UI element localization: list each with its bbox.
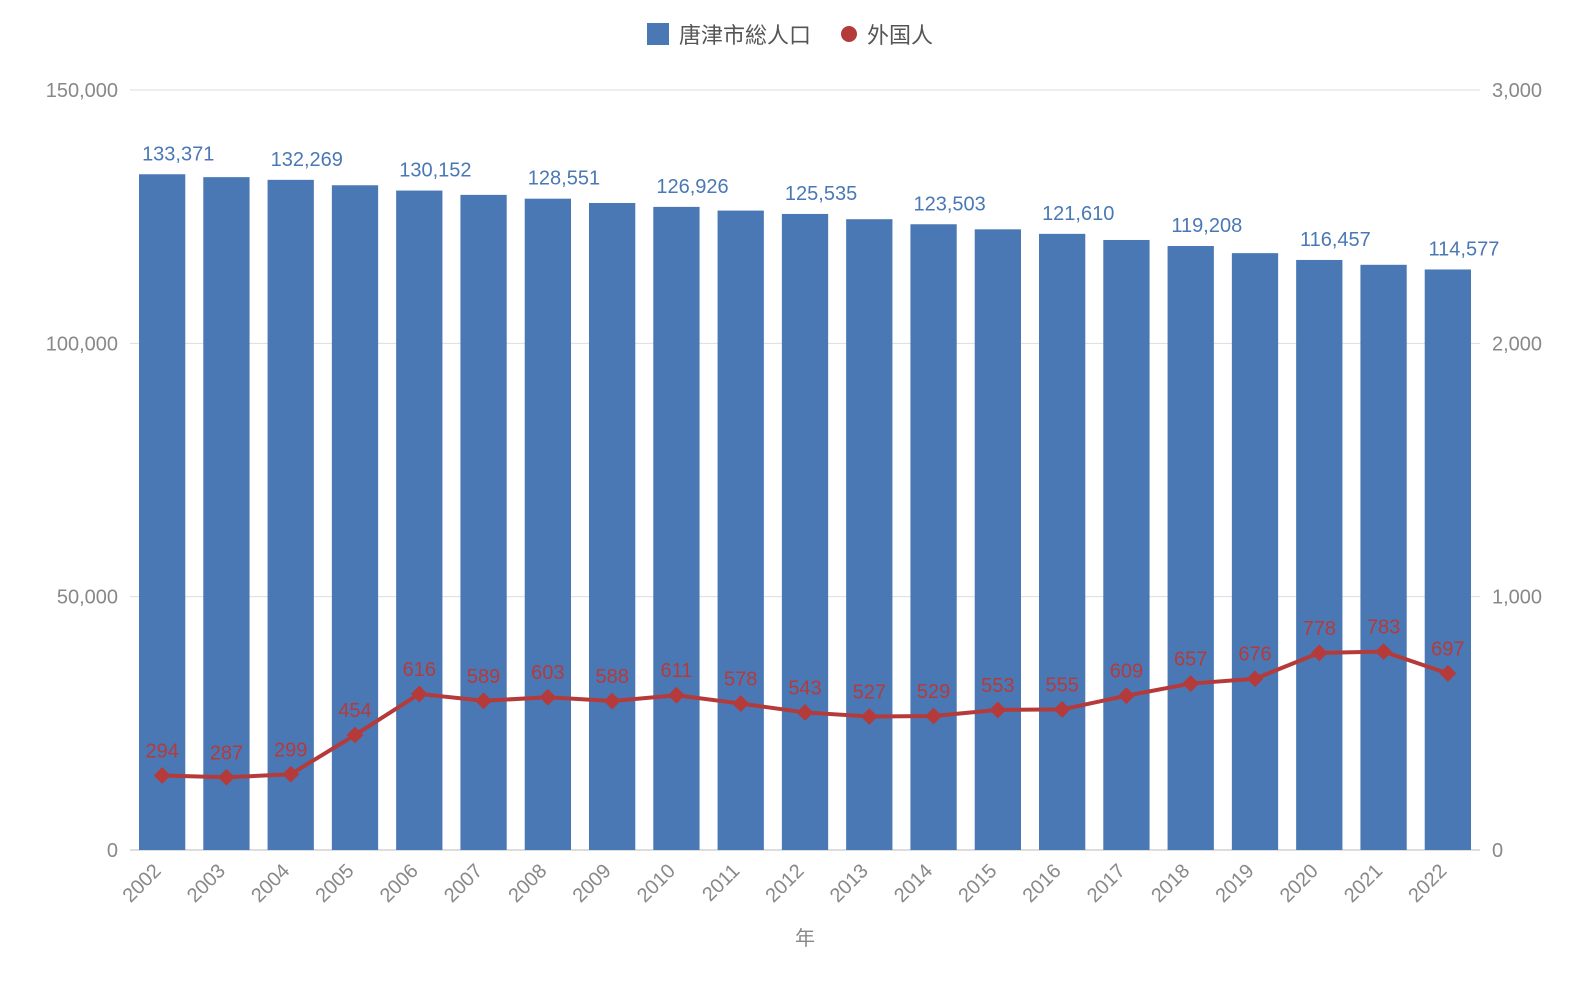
legend-bar-swatch xyxy=(647,23,669,45)
bar xyxy=(460,195,506,850)
x-tick-label: 2003 xyxy=(183,860,230,907)
line-value-label: 609 xyxy=(1110,661,1143,683)
x-tick-label: 2012 xyxy=(762,860,809,907)
line-value-label: 454 xyxy=(338,700,371,722)
legend-line-swatch xyxy=(841,26,857,42)
x-tick-label: 2011 xyxy=(698,860,744,906)
x-tick-label: 2021 xyxy=(1340,860,1387,907)
x-tick-label: 2013 xyxy=(826,860,873,907)
x-tick-label: 2017 xyxy=(1083,860,1130,907)
legend-item-bar: 唐津市総人口 xyxy=(647,18,811,50)
x-tick-label: 2005 xyxy=(312,860,359,907)
bar-value-label: 119,208 xyxy=(1171,215,1242,237)
bar-value-label: 126,926 xyxy=(656,176,728,198)
line-value-label: 294 xyxy=(145,741,178,763)
line-value-label: 555 xyxy=(1045,674,1078,696)
y-right-tick-label: 0 xyxy=(1492,840,1503,862)
line-value-label: 527 xyxy=(853,681,886,703)
bar xyxy=(589,203,635,850)
y-left-tick-label: 50,000 xyxy=(57,587,118,609)
y-right-tick-label: 3,000 xyxy=(1492,80,1542,102)
x-axis-title: 年 xyxy=(795,927,815,950)
line-value-label: 529 xyxy=(917,681,950,703)
line-value-label: 603 xyxy=(531,662,564,684)
bar-value-label: 116,457 xyxy=(1300,229,1371,251)
bar xyxy=(1296,260,1342,850)
chart-svg: 0 50,000 100,000 150,000 0 1,000 2,000 3,000 133… xyxy=(0,0,1580,976)
bar xyxy=(846,219,892,850)
bar xyxy=(975,229,1021,850)
bar xyxy=(1168,246,1214,850)
x-tick-label: 2008 xyxy=(504,860,551,907)
x-tick-label: 2016 xyxy=(1019,860,1066,907)
x-tick-label: 2010 xyxy=(633,860,680,907)
bar-value-label: 125,535 xyxy=(785,183,857,205)
bar xyxy=(332,185,378,850)
line-value-label: 657 xyxy=(1174,649,1207,671)
x-tick-label: 2022 xyxy=(1404,860,1451,907)
bar-value-label: 114,577 xyxy=(1429,238,1500,260)
line-value-label: 589 xyxy=(467,666,500,688)
line-value-label: 676 xyxy=(1238,644,1271,666)
legend-line-label: 外国人 xyxy=(867,18,933,50)
line-value-label: 578 xyxy=(724,669,757,691)
line-value-label: 616 xyxy=(403,659,436,681)
bar xyxy=(1232,253,1278,850)
bar-value-label: 130,152 xyxy=(399,160,471,182)
x-tick-label: 2018 xyxy=(1147,860,1194,907)
line-value-label: 697 xyxy=(1431,638,1464,660)
bar xyxy=(1425,269,1471,850)
x-tick-label: 2002 xyxy=(119,860,166,907)
y-left-tick-label: 0 xyxy=(107,840,118,862)
bar xyxy=(1103,240,1149,850)
x-tick-label: 2020 xyxy=(1276,860,1323,907)
bar xyxy=(525,199,571,850)
x-tick-label: 2009 xyxy=(569,860,616,907)
bar-value-label: 128,551 xyxy=(528,168,600,190)
bar-value-label: 121,610 xyxy=(1042,203,1114,225)
y-right-tick-label: 2,000 xyxy=(1492,333,1542,355)
x-tick-label: 2015 xyxy=(954,860,1001,907)
x-tick-label: 2019 xyxy=(1212,860,1259,907)
line-value-label: 778 xyxy=(1303,618,1336,640)
legend-item-line: 外国人 xyxy=(841,18,933,50)
x-tick-label: 2007 xyxy=(440,860,487,907)
bar xyxy=(396,191,442,850)
bar xyxy=(910,224,956,850)
y-left-tick-label: 100,000 xyxy=(46,333,118,355)
x-tick-label: 2014 xyxy=(890,860,937,907)
line-value-label: 611 xyxy=(660,660,692,682)
line-value-label: 588 xyxy=(595,666,628,688)
bar-value-label: 132,269 xyxy=(271,149,343,171)
bar xyxy=(653,207,699,850)
bar xyxy=(1360,265,1406,850)
bar xyxy=(782,214,828,850)
line-value-label: 287 xyxy=(210,742,243,764)
line-value-label: 553 xyxy=(981,675,1014,697)
legend: 唐津市総人口 外国人 xyxy=(0,18,1580,50)
x-tick-label: 2006 xyxy=(376,860,423,907)
bar-value-label: 123,503 xyxy=(913,193,985,215)
line-value-label: 783 xyxy=(1367,617,1400,639)
bar xyxy=(1039,234,1085,850)
y-left-tick-label: 150,000 xyxy=(46,80,118,102)
legend-bar-label: 唐津市総人口 xyxy=(679,18,811,50)
x-tick-label: 2004 xyxy=(247,860,294,907)
bar-value-label: 133,371 xyxy=(142,143,214,165)
bar xyxy=(718,211,764,850)
y-right-tick-label: 1,000 xyxy=(1492,587,1542,609)
line-value-label: 299 xyxy=(274,739,307,761)
line-value-label: 543 xyxy=(788,677,821,699)
population-chart: 唐津市総人口 外国人 0 50,000 100,000 150,000 0 1,000 2,… xyxy=(0,0,1580,976)
